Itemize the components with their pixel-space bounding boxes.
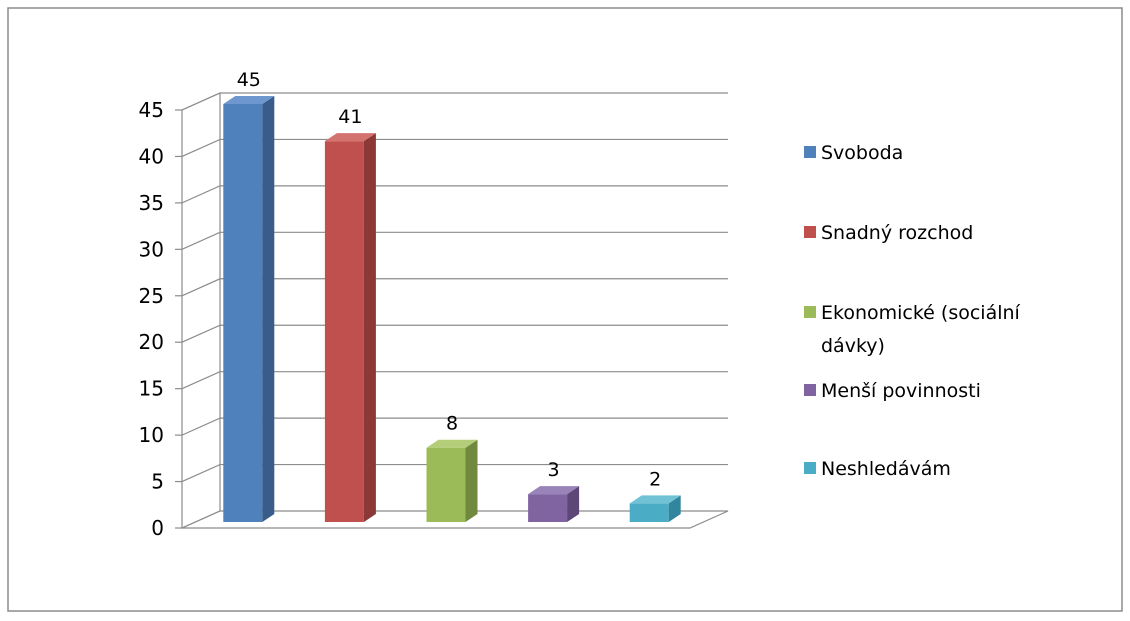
- gridline: [181, 463, 728, 483]
- bar-front: [324, 141, 364, 522]
- bar-top: [324, 133, 376, 142]
- legend-item-4: Menší povinnosti: [804, 380, 981, 402]
- data-label: 2: [649, 468, 661, 490]
- legend-label: dávky): [821, 335, 885, 357]
- legend-label: Svoboda: [821, 142, 903, 164]
- legend-label: Snadný rozchod: [821, 222, 973, 244]
- bar-top: [223, 96, 275, 104]
- data-labels: 45 41 8 3 2: [237, 69, 662, 490]
- bar-side: [668, 495, 681, 522]
- bar-2: [324, 133, 376, 522]
- gridline: [181, 417, 728, 436]
- gridlines: [175, 92, 728, 529]
- bar-side: [363, 133, 376, 522]
- legend-label: Menší povinnosti: [821, 380, 981, 402]
- y-tick-label: 0: [151, 516, 164, 540]
- bar-side: [465, 439, 478, 522]
- legend-item-1: Svoboda: [804, 142, 903, 164]
- data-label: 41: [338, 106, 362, 128]
- legend: Svoboda Snadný rozchod Ekonomické (sociáln…: [804, 142, 1021, 480]
- data-label: 3: [548, 459, 560, 481]
- y-tick-label: 25: [139, 284, 164, 308]
- gridline: [181, 371, 728, 390]
- y-tick-label: 5: [151, 470, 164, 494]
- legend-label: Neshledávám: [821, 458, 951, 480]
- gridline: [181, 324, 728, 343]
- gridline: [181, 92, 728, 111]
- floor: [181, 510, 729, 529]
- y-axis-tick-labels: 0 5 10 15 20 25 30 35 40 45: [139, 98, 164, 540]
- legend-swatch: [804, 226, 816, 238]
- gridline: [181, 278, 728, 297]
- y-tick-label: 15: [139, 377, 164, 401]
- bar-side: [262, 96, 275, 522]
- legend-label: Ekonomické (sociální: [821, 302, 1021, 324]
- bar-4: [528, 486, 580, 522]
- legend-swatch: [804, 462, 816, 474]
- y-tick-label: 30: [139, 237, 164, 261]
- y-tick-label: 40: [139, 144, 164, 168]
- gridline: [181, 185, 728, 204]
- bar-side: [567, 486, 580, 522]
- bars: [223, 96, 681, 522]
- bar-top: [528, 486, 580, 495]
- y-tick-label: 20: [139, 330, 164, 354]
- bar-5: [629, 495, 681, 522]
- y-tick-label: 10: [139, 423, 164, 447]
- y-tick-label: 35: [139, 191, 164, 215]
- bar-front: [528, 494, 568, 522]
- data-label: 45: [237, 69, 261, 91]
- legend-item-5: Neshledávám: [804, 458, 951, 480]
- bar-top: [629, 495, 681, 504]
- data-label: 8: [446, 413, 458, 435]
- gridline: [181, 138, 728, 157]
- gridline: [181, 231, 728, 250]
- bar-3: [426, 439, 478, 522]
- bar-front: [629, 503, 669, 522]
- legend-item-2: Snadný rozchod: [804, 222, 973, 244]
- legend-swatch: [804, 384, 816, 396]
- legend-item-3: Ekonomické (sociální dávky): [804, 302, 1021, 357]
- bar-top: [426, 439, 478, 448]
- bar-front: [223, 104, 263, 522]
- y-tick-label: 45: [139, 98, 164, 122]
- legend-swatch: [804, 306, 816, 318]
- bar-1: [223, 96, 275, 522]
- legend-swatch: [804, 146, 816, 158]
- bar-front: [426, 447, 466, 522]
